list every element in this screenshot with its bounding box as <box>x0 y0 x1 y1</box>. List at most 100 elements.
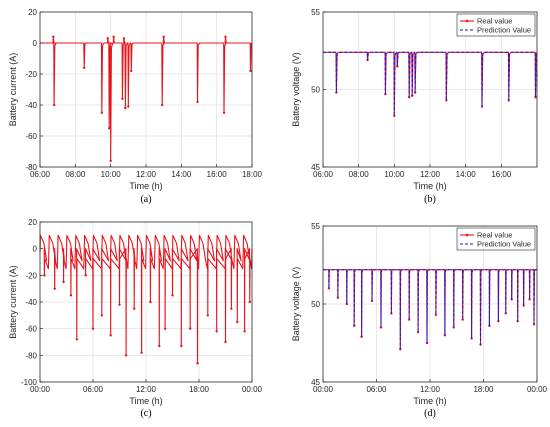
data-point <box>480 105 484 108</box>
data-point <box>188 327 192 330</box>
data-point <box>84 274 87 277</box>
x-axis-label: Time (h) <box>413 396 446 406</box>
data-point <box>416 330 420 334</box>
y-tick-label: -40 <box>25 101 37 110</box>
x-tick-label: 06:00 <box>83 385 104 394</box>
data-point <box>160 103 164 107</box>
y-tick-label: 45 <box>311 163 320 172</box>
x-tick-label: 10:00 <box>384 170 405 179</box>
data-point <box>122 37 126 40</box>
y-tick-label: 45 <box>311 378 320 387</box>
y-tick-label: -100 <box>21 378 38 387</box>
data-point <box>230 307 233 310</box>
data-point <box>215 330 218 333</box>
x-tick-label: 14:00 <box>456 170 477 179</box>
x-axis-label: Time (h) <box>413 181 446 191</box>
data-point <box>171 294 174 297</box>
y-tick-label: 0 <box>33 245 38 254</box>
y-axis-label: Battery voltage (V) <box>291 52 301 127</box>
legend-marker <box>465 19 469 23</box>
data-point <box>224 35 227 38</box>
panel-caption: (b) <box>424 194 436 205</box>
data-point <box>522 304 525 307</box>
series-line-prediction-value <box>323 51 538 117</box>
x-tick-label: 12:00 <box>136 385 157 394</box>
y-tick-label: 55 <box>311 8 320 17</box>
x-tick-label: 12:00 <box>420 170 441 179</box>
data-point <box>534 96 537 99</box>
data-point <box>52 103 56 107</box>
series-line-prediction-value <box>323 269 537 350</box>
y-tick-label: 55 <box>311 222 320 231</box>
data-point <box>335 91 338 94</box>
x-axis-label: Time (h) <box>129 396 162 406</box>
data-point <box>107 127 111 130</box>
x-tick-label: 12:00 <box>136 170 157 179</box>
series-line <box>39 234 253 364</box>
data-point <box>249 69 252 73</box>
x-axis-label: Time (h) <box>129 181 162 191</box>
x-tick-label: 00:00 <box>242 385 263 394</box>
data-point <box>43 274 46 277</box>
y-tick-label: 20 <box>28 218 37 227</box>
data-point <box>127 105 130 108</box>
x-tick-label: 00:00 <box>313 385 334 394</box>
data-point <box>100 314 104 317</box>
data-point <box>100 111 104 114</box>
data-point <box>196 100 199 104</box>
data-point <box>53 287 56 290</box>
data-point <box>434 313 438 317</box>
data-point <box>336 296 340 299</box>
data-point <box>124 106 127 110</box>
data-point <box>528 298 531 301</box>
y-tick-label: -60 <box>25 132 37 141</box>
data-point <box>124 354 128 357</box>
y-tick-label: 0 <box>33 39 38 48</box>
legend-entry: Prediction Value <box>477 26 531 35</box>
data-point <box>69 294 73 297</box>
x-tick-label: 18:00 <box>473 385 494 394</box>
data-point <box>163 327 167 330</box>
y-tick-label: 50 <box>311 86 320 95</box>
data-point <box>248 300 251 304</box>
data-point <box>162 35 165 38</box>
panel-caption: (c) <box>140 408 151 419</box>
data-point <box>106 37 109 40</box>
data-point <box>149 300 152 304</box>
data-point <box>345 302 348 306</box>
legend-entry: Prediction Value <box>477 240 531 249</box>
legend-box <box>456 13 536 37</box>
data-point <box>236 320 239 324</box>
y-tick-label: -20 <box>25 271 37 280</box>
y-axis-label: Battery current (A) <box>8 265 18 339</box>
x-tick-label: 06:00 <box>366 385 387 394</box>
data-point <box>130 69 133 73</box>
y-tick-label: -40 <box>25 298 37 307</box>
x-tick-label: 06:00 <box>313 170 334 179</box>
x-tick-label: 12:00 <box>420 385 441 394</box>
data-point <box>109 159 112 162</box>
data-point <box>243 330 246 333</box>
data-point <box>52 35 55 38</box>
data-point <box>140 351 143 354</box>
y-tick-label: -20 <box>25 70 37 79</box>
x-tick-label: 08:00 <box>65 170 86 179</box>
x-tick-label: 00:00 <box>30 385 51 394</box>
panel-caption: (a) <box>140 194 151 205</box>
x-tick-label: 16:00 <box>207 170 228 179</box>
x-tick-label: 10:00 <box>101 170 122 179</box>
data-point <box>206 314 210 317</box>
data-point <box>445 99 448 102</box>
data-point <box>393 114 396 118</box>
data-point <box>62 280 65 284</box>
x-tick-label: 14:00 <box>171 170 192 179</box>
y-tick-label: 50 <box>311 300 320 309</box>
x-tick-label: 16:00 <box>491 170 512 179</box>
data-point <box>224 340 227 344</box>
x-tick-label: 18:00 <box>242 170 263 179</box>
data-point <box>133 307 136 310</box>
chart-panel-d: 00:00 06:00 12:00 18:00 00:00 55 50 45 Time (h) B… <box>291 222 548 419</box>
legend-box <box>456 227 536 251</box>
data-point <box>180 344 183 348</box>
